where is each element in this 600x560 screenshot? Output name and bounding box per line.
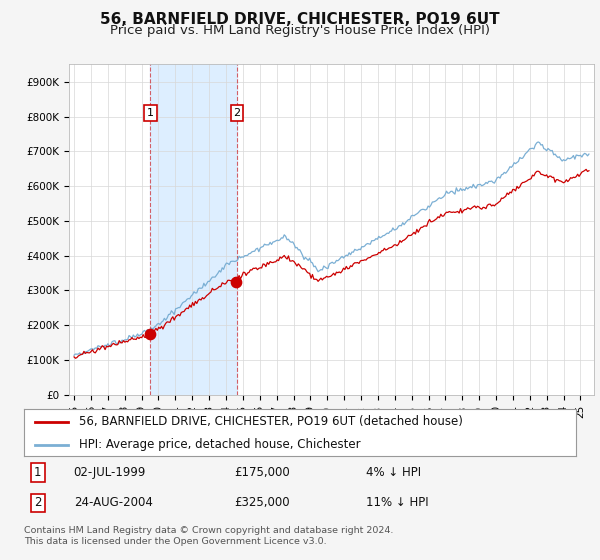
Text: 56, BARNFIELD DRIVE, CHICHESTER, PO19 6UT: 56, BARNFIELD DRIVE, CHICHESTER, PO19 6U… (100, 12, 500, 27)
Bar (151, 64, 237, 395)
Text: 11% ↓ HPI: 11% ↓ HPI (366, 497, 429, 510)
Text: 1: 1 (147, 108, 154, 118)
Text: 2: 2 (233, 108, 241, 118)
Point (232, 277, 241, 286)
Text: HPI: Average price, detached house, Chichester: HPI: Average price, detached house, Chic… (79, 438, 361, 451)
Text: £325,000: £325,000 (234, 497, 289, 510)
Text: Price paid vs. HM Land Registry's House Price Index (HPI): Price paid vs. HM Land Registry's House … (110, 24, 490, 36)
Text: £175,000: £175,000 (234, 465, 290, 479)
Text: 2: 2 (34, 497, 41, 510)
Text: 24-AUG-2004: 24-AUG-2004 (74, 497, 152, 510)
Point (145, 329, 155, 338)
Text: 4% ↓ HPI: 4% ↓ HPI (366, 465, 421, 479)
Text: 1: 1 (34, 465, 41, 479)
Text: 02-JUL-1999: 02-JUL-1999 (74, 465, 146, 479)
Text: 56, BARNFIELD DRIVE, CHICHESTER, PO19 6UT (detached house): 56, BARNFIELD DRIVE, CHICHESTER, PO19 6U… (79, 415, 463, 428)
Text: Contains HM Land Registry data © Crown copyright and database right 2024.
This d: Contains HM Land Registry data © Crown c… (24, 526, 394, 546)
